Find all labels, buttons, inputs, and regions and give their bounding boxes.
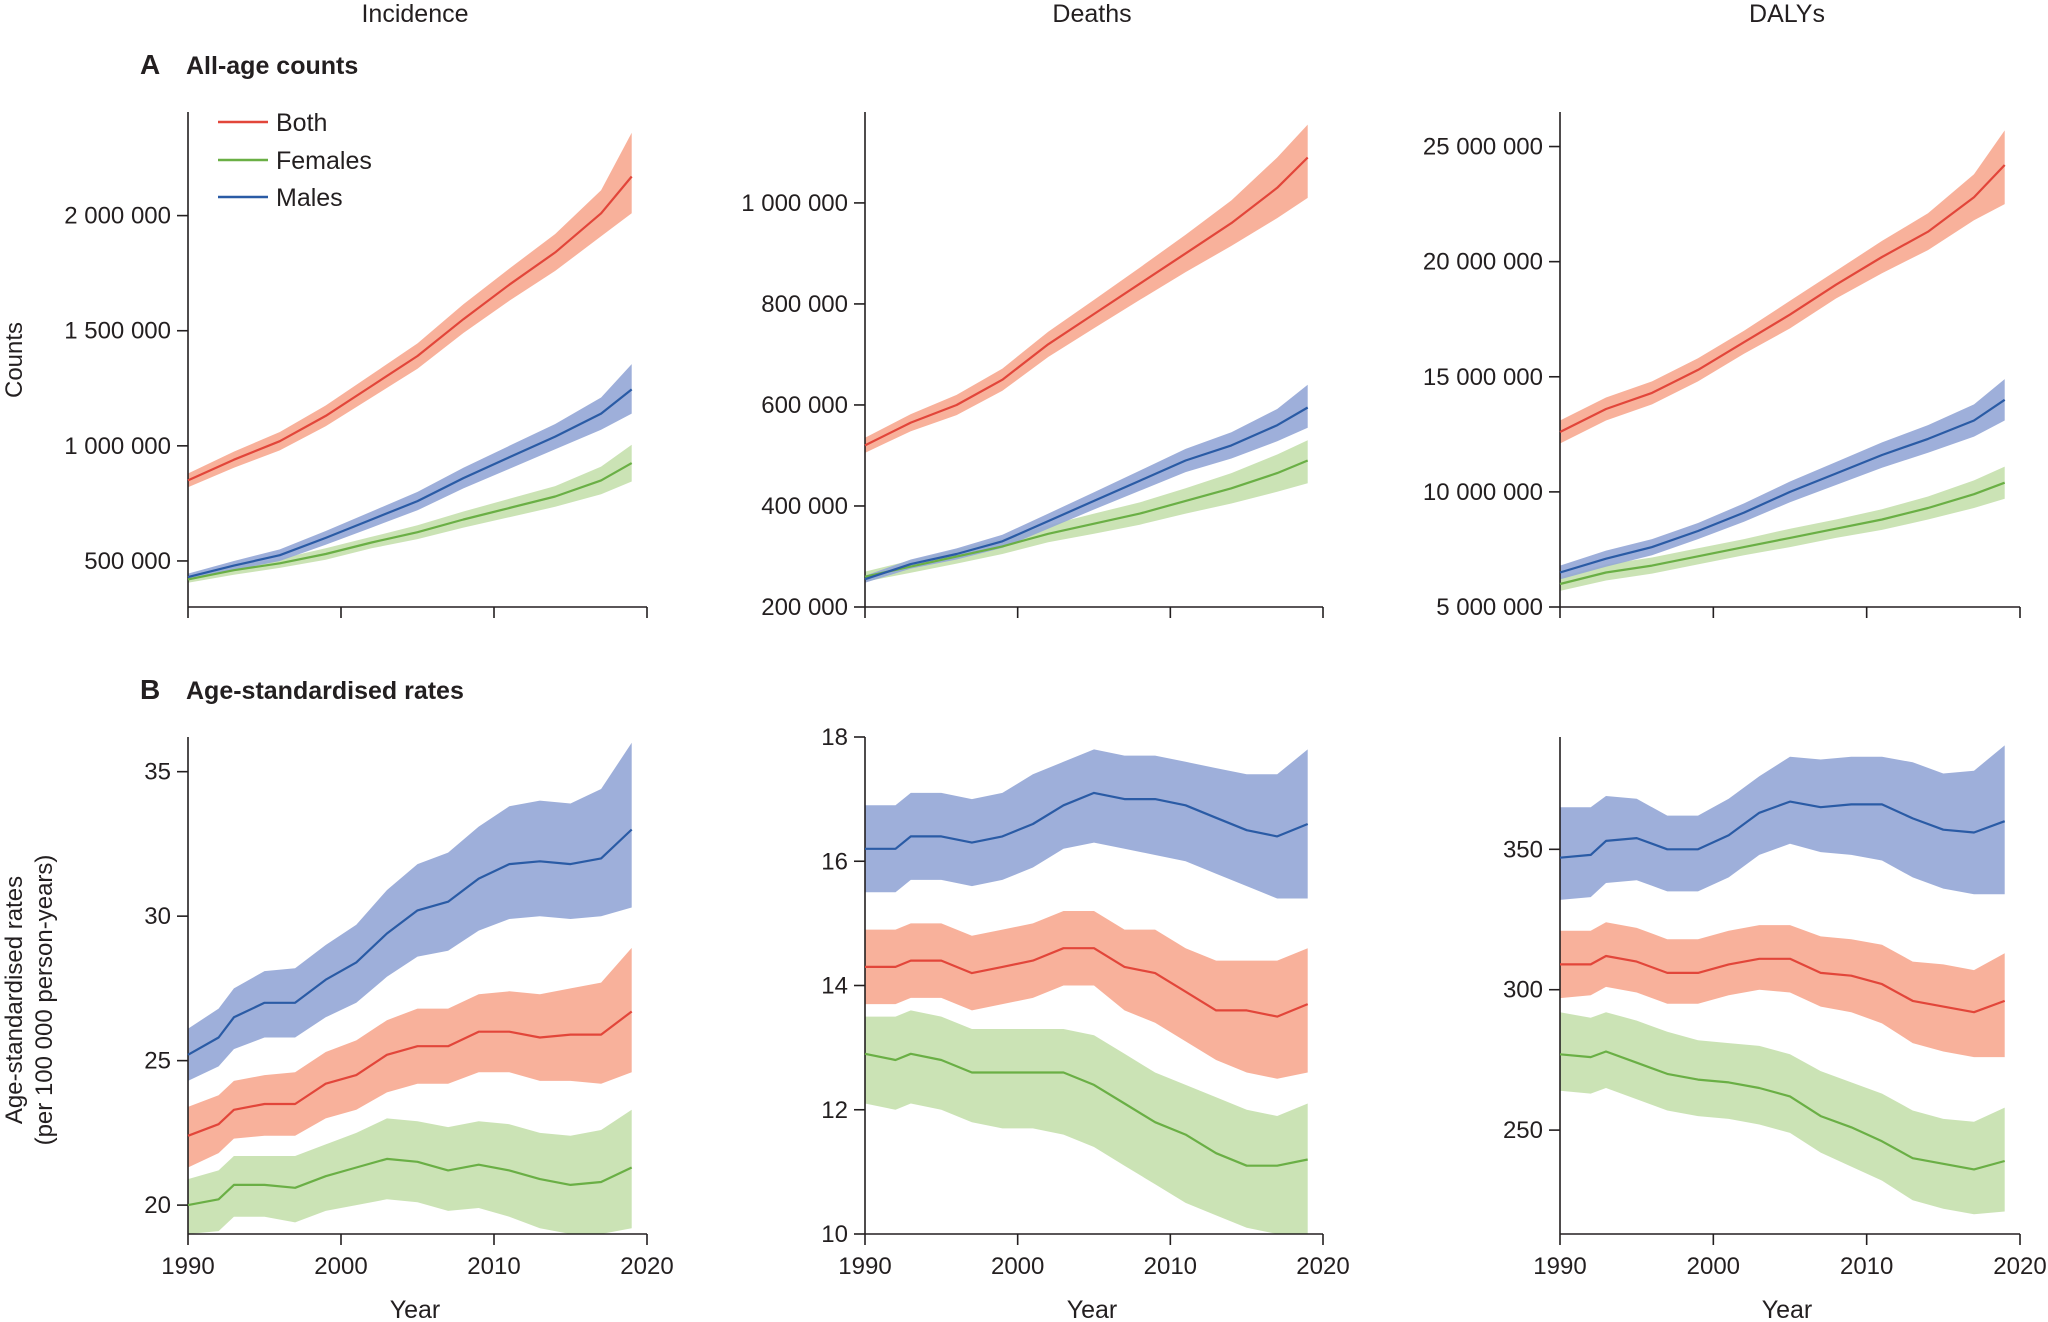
band-b-dalys-females — [1560, 1012, 2005, 1215]
band-b-dalys-males — [1560, 745, 2005, 900]
y-axis-title-counts: Counts — [1, 322, 28, 398]
y-tick-label-a-deaths-1: 400 000 — [761, 493, 848, 520]
band-b-deaths-females — [865, 1010, 1308, 1234]
band-a-deaths-both — [865, 124, 1308, 453]
line-a-deaths-both — [864, 156, 1309, 447]
y-tick-label-a-deaths-0: 200 000 — [761, 594, 848, 621]
column-title-deaths: Deaths — [1052, 0, 1131, 28]
series-lines — [187, 156, 2006, 1207]
section-b-letter: B — [140, 674, 160, 705]
legend-label-females: Females — [276, 147, 372, 175]
line-a-deaths-females — [864, 459, 1309, 578]
x-tick-label-b-deaths-2000: 2000 — [991, 1253, 1044, 1280]
line-b-deaths-females — [864, 1052, 1308, 1167]
x-tick-label-b-dalys-2000: 2000 — [1687, 1253, 1740, 1280]
y-tick-label-a-dalys-2: 15 000 000 — [1423, 364, 1543, 391]
y-tick-label-a-deaths-4: 1 000 000 — [741, 190, 848, 217]
band-b-incidence-males — [188, 742, 632, 1081]
line-b-dalys-males — [1559, 800, 2006, 859]
legend: Both Females Males — [218, 109, 372, 212]
line-b-deaths-males — [865, 791, 1309, 850]
y-axis-title-rates-line1: Age-standardised rates — [1, 876, 28, 1124]
section-a-letter: A — [140, 49, 160, 80]
line-a-dalys-males — [1559, 398, 2006, 574]
legend-label-males: Males — [276, 184, 343, 212]
y-tick-label-b-deaths-2: 14 — [821, 973, 848, 1000]
y-tick-label-b-dalys-2: 350 — [1503, 836, 1543, 863]
line-b-dalys-both — [1560, 954, 2006, 1014]
y-tick-label-a-dalys-3: 20 000 000 — [1423, 249, 1543, 276]
legend-label-both: Both — [276, 109, 327, 137]
y-tick-label-a-incidence-1: 1 000 000 — [64, 433, 171, 460]
band-b-deaths-both — [865, 911, 1308, 1079]
x-tick-label-b-dalys-2020: 2020 — [1993, 1253, 2046, 1280]
tick-labels: 500 000 1 000 000 1 500 000 2 000 000 200 00… — [64, 134, 2046, 1280]
line-a-incidence-females — [187, 462, 633, 581]
y-tick-label-b-incidence-3: 35 — [144, 759, 171, 786]
line-a-dalys-females — [1559, 481, 2006, 586]
column-title-incidence: Incidence — [361, 0, 468, 28]
y-tick-label-b-deaths-1: 12 — [821, 1097, 848, 1124]
x-tick-label-b-dalys-2010: 2010 — [1840, 1253, 1893, 1280]
y-tick-label-b-dalys-1: 300 — [1503, 977, 1543, 1004]
x-tick-label-b-dalys-1990: 1990 — [1533, 1253, 1586, 1280]
line-b-incidence-females — [187, 1157, 633, 1207]
x-tick-label-b-incidence-1990: 1990 — [161, 1253, 214, 1280]
band-a-incidence-males — [188, 364, 632, 581]
x-axis-title-incidence: Year — [390, 1296, 441, 1322]
x-tick-label-b-incidence-2000: 2000 — [314, 1253, 367, 1280]
band-b-incidence-both — [188, 947, 632, 1168]
line-a-incidence-both — [187, 175, 633, 482]
y-tick-label-a-dalys-4: 25 000 000 — [1423, 134, 1543, 161]
y-tick-label-b-incidence-0: 20 — [144, 1192, 171, 1219]
band-b-dalys-both — [1560, 922, 2005, 1058]
y-tick-label-a-incidence-2: 1 500 000 — [64, 318, 171, 345]
line-b-incidence-both — [187, 1010, 633, 1137]
y-tick-label-b-dalys-0: 250 — [1503, 1117, 1543, 1144]
y-tick-label-b-deaths-0: 10 — [821, 1221, 848, 1248]
column-title-dalys: DALYs — [1749, 0, 1825, 28]
y-tick-label-a-dalys-0: 5 000 000 — [1436, 594, 1543, 621]
y-tick-label-a-incidence-0: 500 000 — [84, 548, 171, 575]
y-tick-label-a-incidence-3: 2 000 000 — [64, 203, 171, 230]
line-b-dalys-females — [1559, 1050, 2005, 1171]
y-tick-label-a-deaths-3: 800 000 — [761, 291, 848, 318]
x-tick-label-b-deaths-2010: 2010 — [1144, 1253, 1197, 1280]
band-a-dalys-both — [1560, 130, 2005, 444]
y-axis-title-rates-line2: (per 100 000 person-years) — [31, 855, 58, 1146]
x-axis-title-dalys: Year — [1762, 1296, 1813, 1322]
y-tick-label-b-deaths-4: 18 — [821, 724, 848, 751]
line-b-deaths-both — [865, 947, 1309, 1018]
band-a-deaths-males — [865, 384, 1308, 583]
y-tick-label-a-dalys-1: 10 000 000 — [1423, 479, 1543, 506]
confidence-bands — [188, 124, 2005, 1234]
x-tick-label-b-deaths-2020: 2020 — [1296, 1253, 1349, 1280]
band-b-incidence-females — [188, 1109, 632, 1234]
line-a-deaths-males — [864, 406, 1309, 581]
line-b-incidence-males — [187, 828, 633, 1056]
y-tick-label-b-deaths-3: 16 — [821, 848, 848, 875]
x-tick-label-b-incidence-2020: 2020 — [620, 1253, 673, 1280]
axes — [177, 112, 2021, 1245]
section-b-title: Age-standardised rates — [186, 677, 464, 705]
line-a-incidence-males — [187, 388, 633, 579]
x-tick-label-b-incidence-2010: 2010 — [467, 1253, 520, 1280]
band-b-deaths-males — [865, 749, 1308, 899]
y-tick-label-a-deaths-2: 600 000 — [761, 392, 848, 419]
x-tick-label-b-deaths-1990: 1990 — [838, 1253, 891, 1280]
y-tick-label-b-incidence-1: 25 — [144, 1048, 171, 1075]
line-a-dalys-both — [1559, 164, 2006, 433]
x-axis-title-deaths: Year — [1067, 1296, 1118, 1322]
band-a-dalys-females — [1560, 466, 2005, 591]
section-a-title: All-age counts — [186, 52, 358, 80]
y-tick-label-b-incidence-2: 30 — [144, 903, 171, 930]
